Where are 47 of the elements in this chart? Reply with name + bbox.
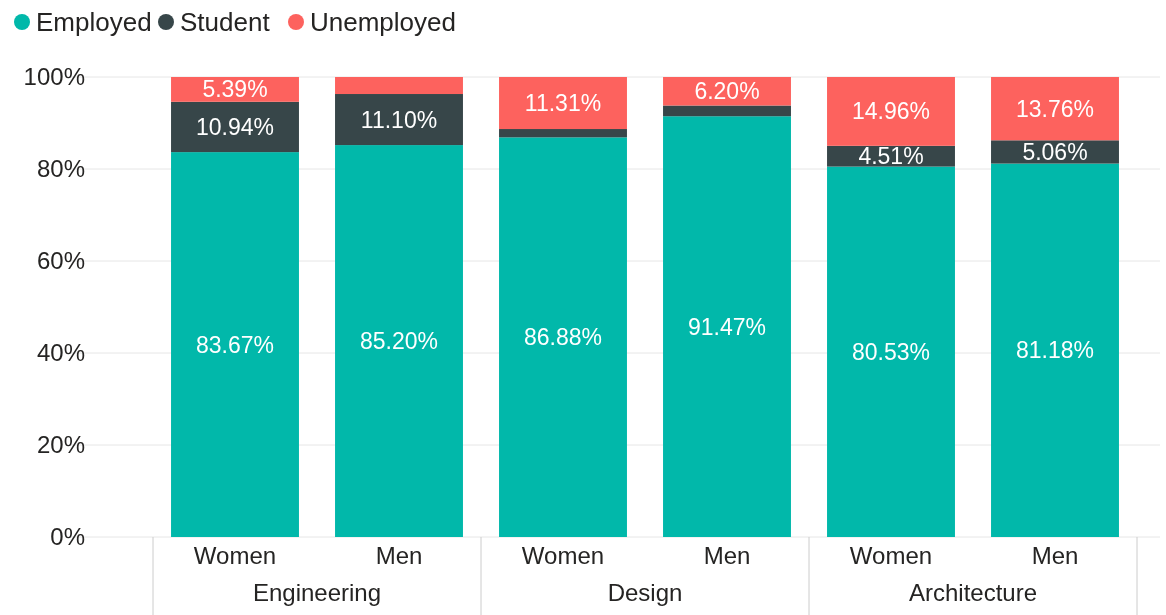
legend-label: Student (180, 7, 271, 38)
data-label: 83.67% (195, 331, 275, 358)
bar (499, 129, 627, 138)
data-label: 5.06% (1022, 138, 1088, 165)
bar (991, 77, 1119, 141)
y-tick-label: 60% (36, 247, 85, 275)
text: Architecture (908, 579, 1038, 606)
y-tick-label: 100% (23, 63, 85, 91)
data-label: 4.51% (858, 143, 924, 170)
bar (827, 77, 955, 146)
x-tick-label: Women (521, 542, 605, 569)
bar (335, 94, 463, 146)
data-label: 14.96% (851, 98, 931, 125)
y-tick-label: 0% (50, 523, 85, 551)
x-tick-label: Men (703, 542, 751, 569)
legend-label: Employed (36, 7, 152, 38)
data-label: 5.39% (202, 76, 268, 103)
data-label: 86.88% (523, 324, 603, 351)
data-label: 80.53% (851, 338, 931, 365)
data-label: 13.76% (1015, 95, 1095, 122)
bar (663, 105, 791, 117)
y-tick-label: 20% (36, 431, 85, 459)
data-label: 6.20% (694, 78, 760, 105)
data-label: 81.18% (1015, 337, 1095, 364)
text: Engineering (252, 579, 382, 606)
x-tick-label: Men (375, 542, 423, 569)
data-label: 11.31% (524, 90, 602, 117)
data-label: 10.94% (195, 114, 275, 141)
data-label: 85.20% (359, 328, 439, 355)
text: Design (607, 579, 683, 606)
x-tick-label: Men (1031, 542, 1079, 569)
bar (335, 145, 463, 537)
y-tick-label: 80% (36, 155, 85, 183)
bar (335, 77, 463, 95)
legend-label: Unemployed (310, 7, 456, 38)
bar (827, 166, 955, 537)
y-tick-label: 40% (36, 339, 85, 367)
bar (171, 101, 299, 153)
x-tick-label: Women (193, 542, 277, 569)
x-tick-label: Women (849, 542, 933, 569)
bar (991, 163, 1119, 537)
bar (499, 77, 627, 130)
bar (171, 152, 299, 537)
bar (663, 116, 791, 537)
data-label: 11.10% (360, 106, 438, 133)
data-label: 91.47% (687, 313, 767, 340)
bar (499, 137, 627, 537)
